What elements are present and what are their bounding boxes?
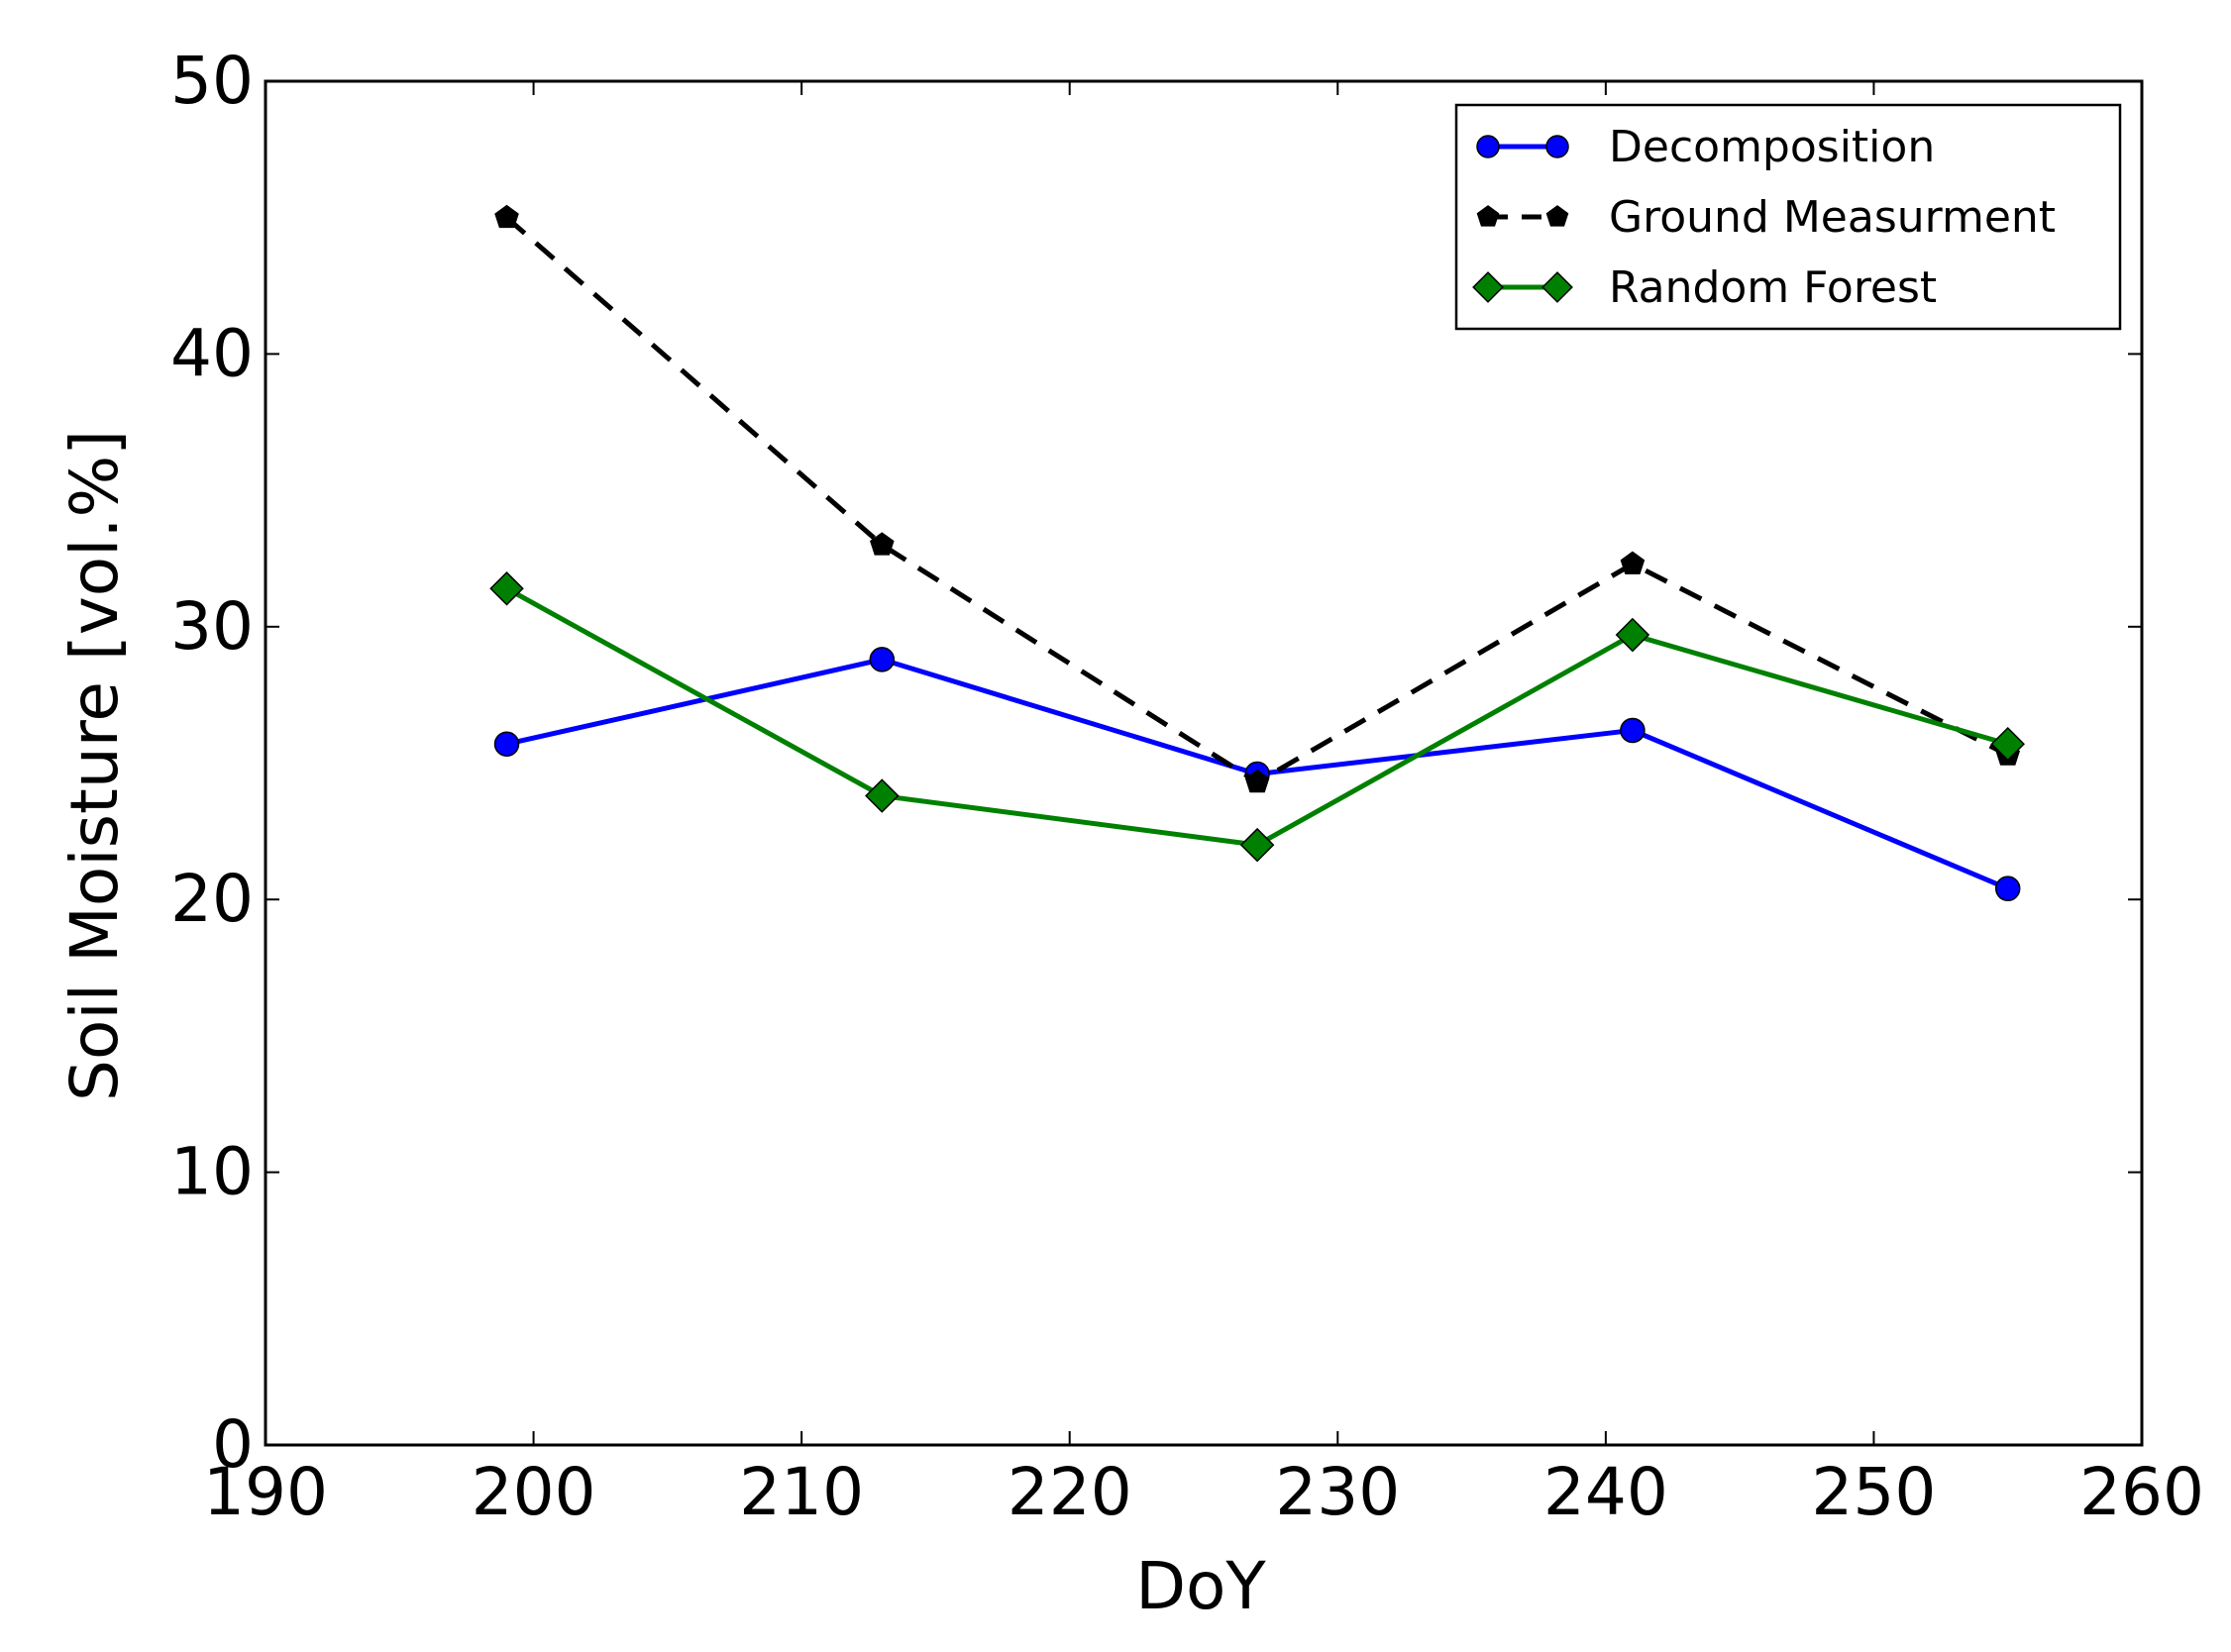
series-random-forest: [489, 570, 2025, 863]
x-tick-label: 220: [1008, 1454, 1132, 1530]
y-tick-label: 20: [170, 861, 254, 937]
data-point: [1615, 617, 1650, 653]
x-tick-label: 250: [1811, 1454, 1936, 1530]
plot-frame: [264, 79, 2144, 1447]
legend-entry: Ground Measurment: [1476, 192, 2056, 243]
legend-entry: Random Forest: [1472, 262, 1937, 313]
y-tick-label: 40: [170, 315, 254, 391]
data-point: [489, 570, 524, 606]
axes-layer: 190 200 210 220 230 240 250 260 0 10 20 30 40 50: [170, 43, 2204, 1530]
data-point: [865, 778, 900, 813]
y-axis-title: Soil Moisture [vol.%]: [56, 430, 133, 1101]
data-point: [1239, 827, 1275, 863]
legend-marker: [1476, 135, 1500, 158]
x-tick-label: 260: [2079, 1454, 2204, 1530]
legend-label: Random Forest: [1609, 262, 1937, 313]
legend-marker: [1541, 271, 1573, 303]
x-tick-label: 210: [739, 1454, 864, 1530]
x-tick-label: 230: [1275, 1454, 1400, 1530]
legend-marker: [1476, 205, 1500, 227]
legend-marker: [1545, 135, 1569, 158]
y-tick-label: 30: [170, 588, 254, 665]
series-layer: [489, 204, 2025, 901]
x-tick-label: 240: [1543, 1454, 1668, 1530]
legend: Decomposition Ground Measurment Random For…: [1454, 103, 2122, 331]
x-tick-label: 190: [203, 1454, 328, 1530]
data-point: [1244, 769, 1270, 793]
data-point: [1620, 551, 1646, 574]
data-point: [1620, 717, 1646, 744]
data-point: [1990, 726, 2025, 762]
y-tick-label: 10: [170, 1134, 254, 1210]
y-tick-label: 50: [170, 43, 254, 119]
data-point: [869, 647, 896, 672]
legend-marker: [1472, 271, 1504, 303]
legend-label: Decomposition: [1609, 122, 1935, 172]
legend-label: Ground Measurment: [1609, 192, 2056, 243]
y-tick-label: 0: [212, 1406, 254, 1483]
x-axis-title: DoY: [1135, 1548, 1266, 1624]
data-point: [494, 204, 519, 229]
series-ground-measurment: [494, 204, 2021, 793]
data-point: [493, 731, 520, 757]
x-tick-label: 200: [472, 1454, 596, 1530]
legend-entry: Decomposition: [1476, 122, 1935, 172]
data-point: [1994, 876, 2021, 901]
data-point: [870, 532, 895, 556]
legend-marker: [1545, 205, 1569, 227]
